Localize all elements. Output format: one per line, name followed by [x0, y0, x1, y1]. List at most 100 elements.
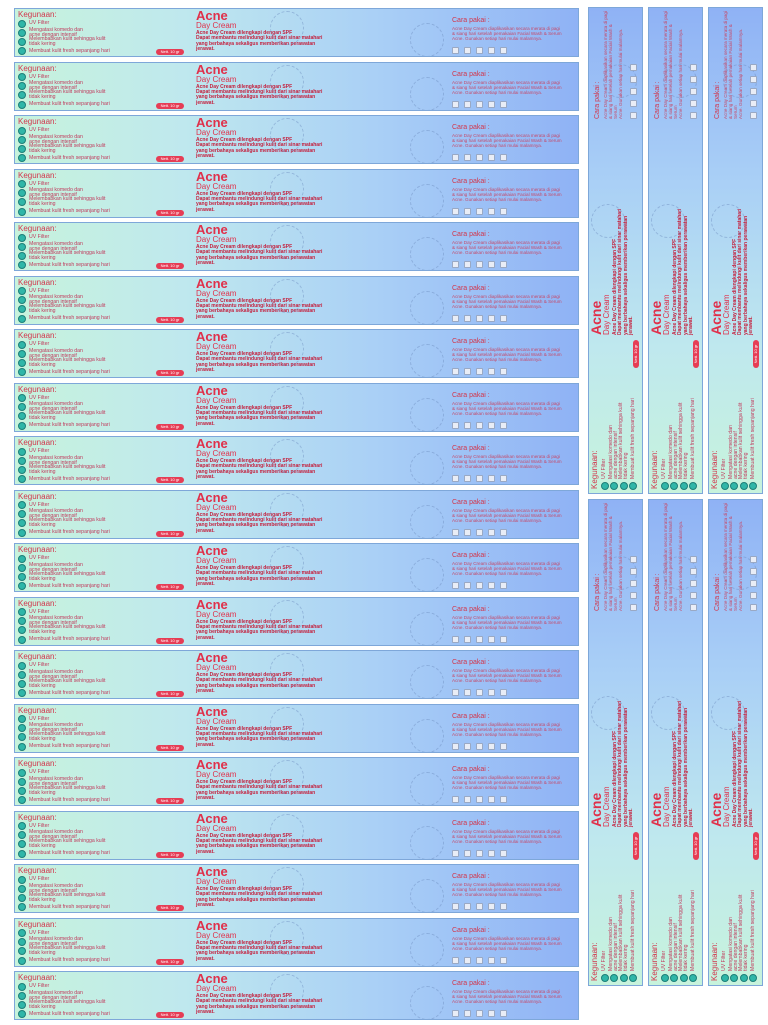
step-sun-icon: [500, 689, 507, 696]
cara-pakai-steps: [452, 635, 507, 643]
kegunaan-item-text: Membuat kulit fresh sepanjang hari: [29, 475, 110, 482]
kegunaan-item: UV Filter: [18, 875, 190, 884]
step-serum-icon: [464, 47, 471, 54]
step-serum-icon: [464, 903, 471, 910]
step-sun-icon: [500, 47, 507, 54]
step-wash-icon: [690, 112, 697, 119]
kegunaan-item: Mengatasi komedo dan acne dengan intensi…: [18, 562, 190, 572]
kegunaan-item: Mengatasi komedo dan acne dengan intensi…: [18, 616, 190, 626]
kegunaan-item-text: Membuat kulit fresh sepanjang hari: [29, 154, 110, 161]
netto-badge: Nett. 10 gr: [156, 1012, 184, 1018]
moisturize-icon: [739, 482, 748, 490]
step-sun-icon: [690, 556, 697, 563]
step-wash-icon: [690, 604, 697, 611]
step-wash-icon: [452, 796, 459, 803]
step-apply-icon: [750, 580, 757, 587]
kegunaan-list: UV Filter Mengatasi komedo dan acne denga…: [18, 233, 190, 270]
kegunaan-title: Kegunaan:: [18, 117, 57, 126]
step-apply-icon: [476, 207, 483, 215]
product-name: Day Cream: [196, 877, 237, 886]
step-dry-icon: [488, 261, 495, 268]
kegunaan-item: Mengatasi komedo dan acne dengan intensi…: [18, 509, 190, 519]
cara-pakai-steps: [452, 528, 507, 536]
step-sun-icon: [500, 635, 507, 643]
cara-pakai-text: Acne Day Cream diaplikasikan secara mera…: [452, 293, 562, 309]
kegunaan-item-text: Mengatasi komedo dan acne dengan intensi…: [29, 775, 83, 787]
step-wash-icon: [452, 849, 459, 857]
decorative-flower-icon: [270, 332, 304, 366]
product-label: Kegunaan: UV Filter Mengatasi komedo dan …: [14, 703, 579, 753]
decorative-flower-icon: [270, 974, 304, 1008]
kegunaan-list: UV Filter Mengatasi komedo dan acne denga…: [18, 340, 190, 377]
brand-title: Acne: [196, 810, 228, 826]
kegunaan-list: UV Filter Mengatasi komedo dan acne denga…: [18, 822, 190, 859]
moisturize-icon: [18, 733, 26, 742]
acne-treatment-icon: [730, 482, 739, 490]
kegunaan-item: Melembabkan kulit sehingga kulit tidak k…: [18, 250, 190, 261]
cara-pakai-title: Cara pakai :: [452, 391, 490, 399]
kegunaan-item: Melembabkan kulit sehingga kulit tidak k…: [18, 464, 190, 475]
step-dry-icon: [488, 100, 495, 108]
kegunaan-item-text: Melembabkan kulit sehingga kulit tidak k…: [29, 784, 106, 796]
acne-treatment-icon: [18, 617, 26, 626]
kegunaan-item-text: Melembabkan kulit sehingga kulit tidak k…: [29, 356, 106, 368]
kegunaan-item: UV Filter: [18, 447, 190, 456]
fresh-skin-icon: [629, 974, 638, 982]
product-name: Day Cream: [196, 716, 237, 726]
uv-filter-icon: [720, 974, 729, 982]
acne-treatment-icon: [18, 403, 26, 412]
kegunaan-item-text: Melembabkan kulit sehingga kulit tidak k…: [29, 624, 106, 636]
uv-filter-icon: [18, 180, 26, 189]
step-dry-icon: [750, 568, 757, 575]
kegunaan-item: Membuat kulit fresh sepanjang hari: [18, 154, 190, 163]
cara-pakai-text: Acne Day Cream diaplikasikan secara mera…: [452, 454, 562, 469]
kegunaan-item: Membuat kulit fresh sepanjang hari: [18, 47, 190, 56]
step-sun-icon: [500, 421, 507, 429]
fresh-skin-icon: [18, 421, 26, 430]
cara-pakai-title: Cara pakai :: [452, 659, 490, 666]
brand-title: Acne: [648, 792, 664, 827]
step-wash-icon: [452, 100, 459, 108]
kegunaan-item: UV Filter: [18, 340, 190, 349]
step-wash-icon: [452, 421, 459, 429]
fresh-skin-icon: [18, 100, 26, 109]
cara-pakai-text: Acne Day Cream diaplikasikan secara mera…: [603, 10, 623, 119]
netto-badge: Nett. 10 gr: [156, 316, 184, 323]
cara-pakai-steps: [452, 314, 507, 322]
kegunaan-item: UV Filter: [18, 287, 190, 296]
step-apply-icon: [476, 689, 483, 696]
fresh-skin-icon: [18, 368, 26, 377]
kegunaan-item: UV Filter: [18, 822, 190, 831]
kegunaan-item: UV Filter: [18, 929, 190, 938]
step-apply-icon: [476, 421, 483, 429]
step-dry-icon: [488, 796, 495, 803]
cara-pakai-title: Cara pakai :: [452, 766, 490, 773]
step-dry-icon: [750, 76, 757, 83]
kegunaan-item-text: UV Filter: [601, 950, 608, 971]
kegunaan-item-text: Membuat kulit fresh sepanjang hari: [29, 208, 110, 215]
fresh-skin-icon: [18, 742, 26, 751]
kegunaan-item-text: Membuat kulit fresh sepanjang hari: [689, 890, 696, 971]
kegunaan-item-text: Membuat kulit fresh sepanjang hari: [29, 529, 110, 536]
brand-title: Acne: [196, 436, 228, 451]
netto-badge: Nett. 10 gr: [156, 423, 184, 430]
brand-title: Acne: [196, 329, 228, 344]
fresh-skin-icon: [749, 974, 758, 982]
kegunaan-item-text: UV Filter: [29, 20, 50, 27]
cara-pakai-title: Cara pakai :: [452, 177, 490, 185]
step-dry-icon: [488, 635, 495, 643]
brand-title: Acne: [196, 864, 228, 879]
kegunaan-item-text: UV Filter: [29, 127, 50, 134]
kegunaan-list: UV Filter Mengatasi komedo dan acne denga…: [18, 73, 190, 110]
kegunaan-item-text: Membuat kulit fresh sepanjang hari: [29, 636, 110, 643]
kegunaan-item-text: UV Filter: [661, 458, 668, 479]
step-serum-icon: [464, 582, 471, 589]
step-serum-icon: [464, 742, 471, 750]
decorative-flower-icon: [410, 183, 444, 217]
step-dry-icon: [488, 47, 495, 54]
kegunaan-item: Melembabkan kulit sehingga kulit tidak k…: [18, 411, 190, 421]
cara-pakai-title: Cara pakai :: [594, 573, 601, 611]
kegunaan-item-text: Membuat kulit fresh sepanjang hari: [29, 261, 110, 268]
moisturize-icon: [18, 198, 26, 207]
kegunaan-item-text: Melembabkan kulit sehingga kulit tidak k…: [29, 517, 106, 529]
